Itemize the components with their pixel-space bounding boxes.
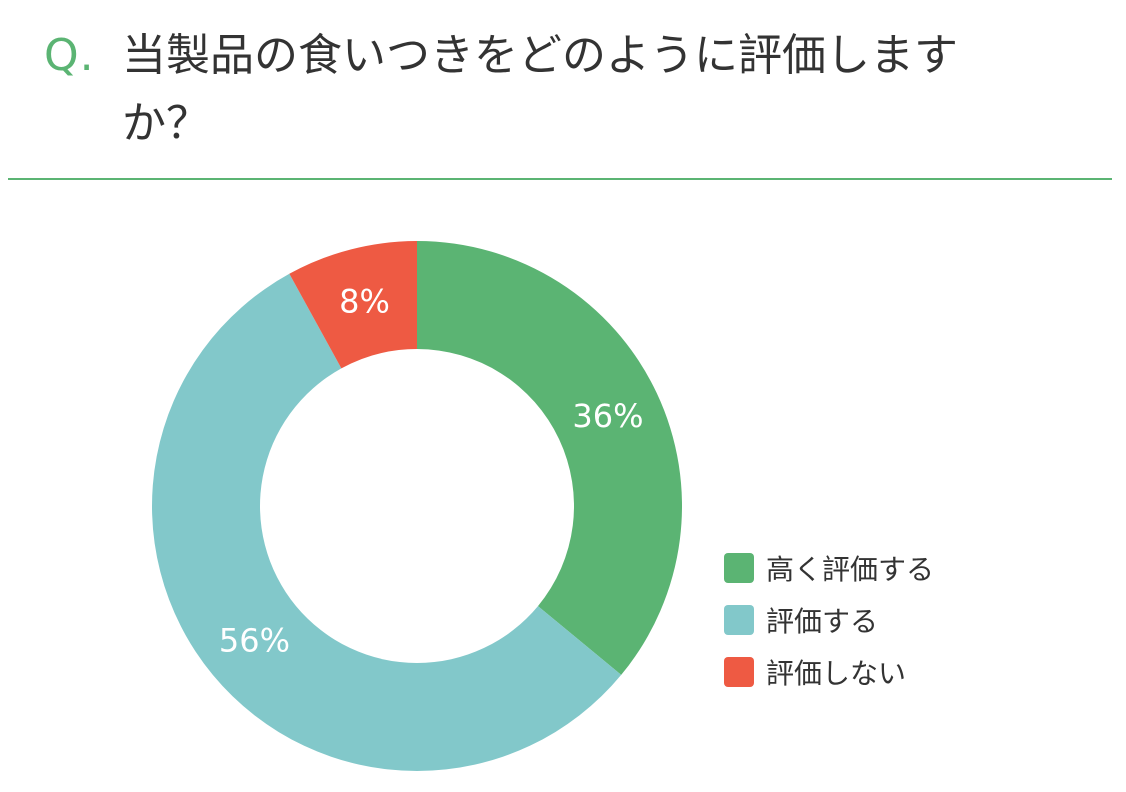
legend: 高く評価する 評価する 評価しない (724, 542, 934, 698)
legend-label-high: 高く評価する (766, 553, 935, 586)
slice-high (417, 241, 683, 675)
legend-swatch-low (724, 657, 754, 687)
question-text: 当製品の食いつきをどのように評価しますか？ (122, 30, 958, 149)
slice-label-low: 8% (339, 283, 390, 321)
legend-label-low: 評価しない (766, 657, 907, 690)
legend-label-mid: 評価する (766, 605, 879, 638)
slice-mid (152, 273, 622, 771)
legend-item-high: 高く評価する (724, 542, 934, 594)
legend-item-mid: 評価する (724, 594, 934, 646)
question-header: Q. 当製品の食いつきをどのように評価しますか？ (44, 22, 1084, 158)
legend-item-low: 評価しない (724, 646, 934, 698)
legend-swatch-high (724, 553, 754, 583)
slice-low (289, 241, 417, 369)
question-mark: Q. (44, 30, 95, 81)
slice-label-mid: 56% (219, 621, 290, 659)
divider (8, 178, 1112, 180)
slice-label-high: 36% (572, 397, 643, 435)
legend-swatch-mid (724, 605, 754, 635)
